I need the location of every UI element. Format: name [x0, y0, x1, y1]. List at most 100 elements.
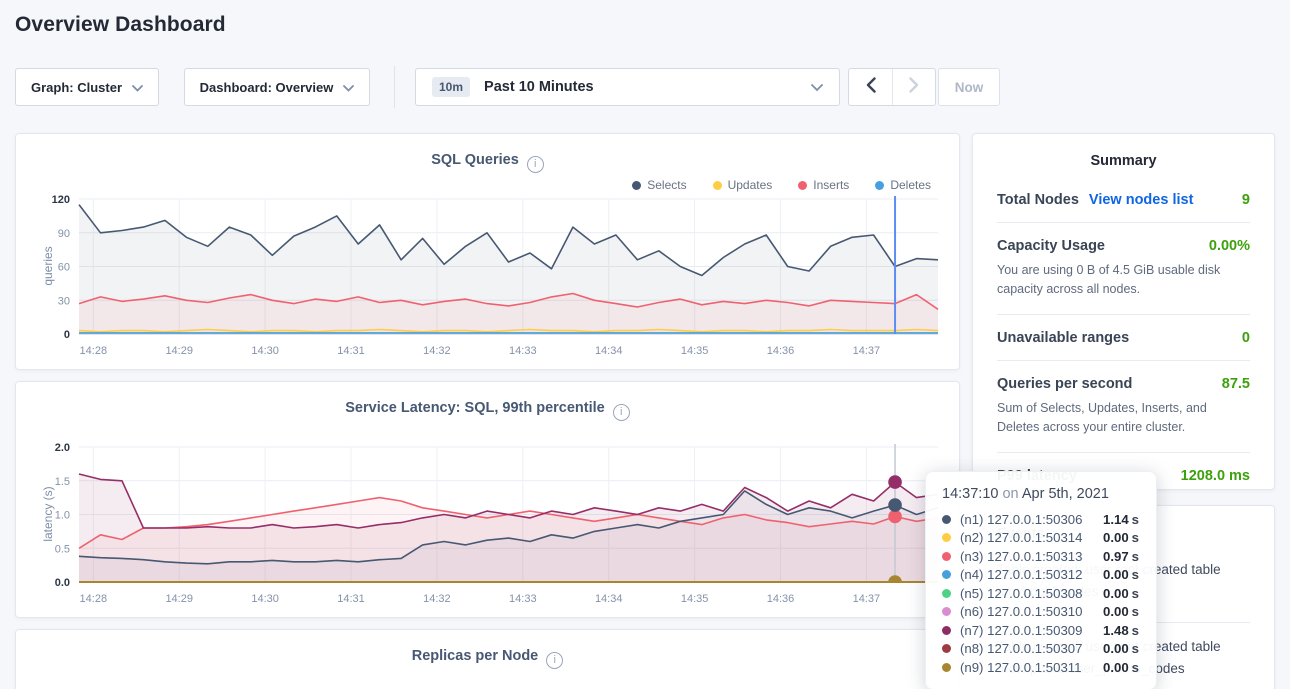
tooltip-node-address: (n3) 127.0.0.1:50313 — [960, 549, 1103, 564]
sql-queries-card: SQL Queriesi Selects Updates Inserts Delete… — [15, 133, 960, 370]
tooltip-node-unit: s — [1132, 604, 1139, 619]
sql-queries-chart[interactable]: 030609012014:2814:2914:3014:3114:3214:33… — [16, 194, 944, 364]
svg-text:0.5: 0.5 — [55, 543, 70, 555]
summary-row: Unavailable ranges0 — [997, 315, 1250, 361]
tooltip-node-address: (n4) 127.0.0.1:50312 — [960, 567, 1103, 582]
tooltip-node-row: (n1) 127.0.0.1:503061.14s — [942, 510, 1140, 529]
legend-item-deletes: Deletes — [875, 178, 931, 192]
info-icon[interactable]: i — [546, 652, 563, 669]
svg-text:14:29: 14:29 — [165, 593, 193, 605]
legend-item-updates: Updates — [713, 178, 773, 192]
tooltip-node-address: (n5) 127.0.0.1:50308 — [960, 586, 1103, 601]
svg-text:14:35: 14:35 — [681, 593, 709, 605]
view-nodes-list-link[interactable]: View nodes list — [1089, 192, 1194, 208]
summary-row-value: 1208.0 ms — [1181, 468, 1250, 484]
tooltip-node-value: 0.00 — [1103, 586, 1129, 601]
legend-label: Selects — [647, 178, 686, 192]
next-time-button[interactable] — [892, 69, 935, 105]
sql-queries-legend: Selects Updates Inserts Deletes — [632, 178, 931, 192]
info-icon[interactable]: i — [613, 404, 630, 421]
legend-label: Updates — [728, 178, 773, 192]
svg-text:90: 90 — [58, 228, 70, 240]
tooltip-timestamp: 14:37:10 on Apr 5th, 2021 — [942, 486, 1140, 502]
tooltip-node-address: (n7) 127.0.0.1:50309 — [960, 623, 1103, 638]
tooltip-node-unit: s — [1132, 660, 1139, 675]
svg-text:14:34: 14:34 — [595, 345, 623, 357]
tooltip-node-value: 1.48 — [1103, 623, 1129, 638]
legend-label: Inserts — [813, 178, 849, 192]
dashboard-dropdown-label: Dashboard: Overview — [200, 80, 334, 95]
tooltip-node-row: (n5) 127.0.0.1:503080.00s — [942, 584, 1140, 603]
svg-text:14:33: 14:33 — [509, 345, 537, 357]
time-range-badge: 10m — [432, 77, 470, 97]
node-color-dot-icon — [942, 607, 951, 616]
graph-dropdown[interactable]: Graph: Cluster — [15, 68, 159, 106]
svg-text:14:34: 14:34 — [595, 593, 623, 605]
svg-text:14:31: 14:31 — [337, 345, 365, 357]
summary-row-description: You are using 0 B of 4.5 GiB usable disk… — [997, 261, 1250, 300]
overview-dashboard-page: Overview Dashboard Graph: Cluster Dashbo… — [0, 0, 1290, 689]
tooltip-node-address: (n8) 127.0.0.1:50307 — [960, 641, 1103, 656]
svg-text:14:35: 14:35 — [681, 345, 709, 357]
info-icon[interactable]: i — [527, 156, 544, 173]
svg-text:14:28: 14:28 — [80, 345, 108, 357]
previous-time-button[interactable] — [849, 69, 892, 105]
summary-row-label: Total Nodes — [997, 192, 1079, 208]
summary-row-value: 9 — [1242, 192, 1250, 208]
svg-text:0.0: 0.0 — [55, 577, 70, 589]
page-title: Overview Dashboard — [15, 13, 226, 37]
tooltip-node-address: (n2) 127.0.0.1:50314 — [960, 530, 1103, 545]
tooltip-node-unit: s — [1132, 549, 1139, 564]
tooltip-node-unit: s — [1132, 641, 1139, 656]
legend-item-inserts: Inserts — [798, 178, 849, 192]
chevron-down-icon — [132, 80, 143, 95]
toolbar-divider — [394, 66, 395, 108]
chevron-left-icon — [866, 77, 876, 98]
node-color-dot-icon — [942, 644, 951, 653]
svg-text:60: 60 — [58, 262, 70, 274]
legend-dot-icon — [875, 181, 884, 190]
replicas-per-node-chart-title: Replicas per Nodei — [16, 648, 959, 669]
svg-text:14:36: 14:36 — [767, 345, 795, 357]
tooltip-node-row: (n9) 127.0.0.1:503110.00s — [942, 658, 1140, 677]
svg-text:14:30: 14:30 — [251, 345, 279, 357]
tooltip-node-unit: s — [1132, 512, 1139, 527]
legend-item-selects: Selects — [632, 178, 686, 192]
svg-text:2.0: 2.0 — [55, 442, 70, 454]
node-color-dot-icon — [942, 533, 951, 542]
tooltip-node-address: (n6) 127.0.0.1:50310 — [960, 604, 1103, 619]
svg-text:120: 120 — [52, 194, 70, 206]
tooltip-node-row: (n6) 127.0.0.1:503100.00s — [942, 603, 1140, 622]
tooltip-node-row: (n2) 127.0.0.1:503140.00s — [942, 529, 1140, 548]
tooltip-node-address: (n9) 127.0.0.1:50311 — [960, 660, 1103, 675]
svg-text:14:36: 14:36 — [767, 593, 795, 605]
node-color-dot-icon — [942, 663, 951, 672]
replicas-per-node-card: Replicas per Nodei — [15, 629, 960, 689]
chart-hover-tooltip: 14:37:10 on Apr 5th, 2021 (n1) 127.0.0.1… — [925, 471, 1157, 689]
tooltip-node-unit: s — [1132, 623, 1139, 638]
summary-row-value: 0.00% — [1209, 238, 1250, 254]
now-button[interactable]: Now — [938, 68, 1000, 106]
summary-row: Total Nodes View nodes list 9 — [997, 177, 1250, 223]
tooltip-node-value: 0.00 — [1103, 604, 1129, 619]
tooltip-node-value: 1.14 — [1103, 512, 1129, 527]
sql-queries-chart-title: SQL Queriesi — [16, 152, 959, 173]
time-range-label: Past 10 Minutes — [484, 79, 594, 95]
node-color-dot-icon — [942, 570, 951, 579]
chevron-right-icon — [909, 77, 919, 98]
summary-row-value: 0 — [1242, 330, 1250, 346]
service-latency-chart[interactable]: 0.00.51.01.52.014:2814:2914:3014:3114:32… — [16, 442, 944, 612]
svg-text:1.5: 1.5 — [55, 476, 70, 488]
summary-row-description: Sum of Selects, Updates, Inserts, and De… — [997, 399, 1250, 438]
service-latency-chart-title: Service Latency: SQL, 99th percentilei — [16, 400, 959, 421]
summary-row-label: Capacity Usage — [997, 238, 1105, 254]
time-step-buttons — [848, 68, 936, 106]
node-color-dot-icon — [942, 589, 951, 598]
summary-panel: Summary Total NodesView nodes list9Capac… — [972, 133, 1275, 490]
tooltip-node-unit: s — [1132, 567, 1139, 582]
time-range-selector[interactable]: 10m Past 10 Minutes — [415, 68, 840, 106]
tooltip-node-unit: s — [1132, 586, 1139, 601]
tooltip-node-row: (n8) 127.0.0.1:503070.00s — [942, 640, 1140, 659]
dashboard-dropdown[interactable]: Dashboard: Overview — [184, 68, 370, 106]
svg-text:14:28: 14:28 — [80, 593, 108, 605]
